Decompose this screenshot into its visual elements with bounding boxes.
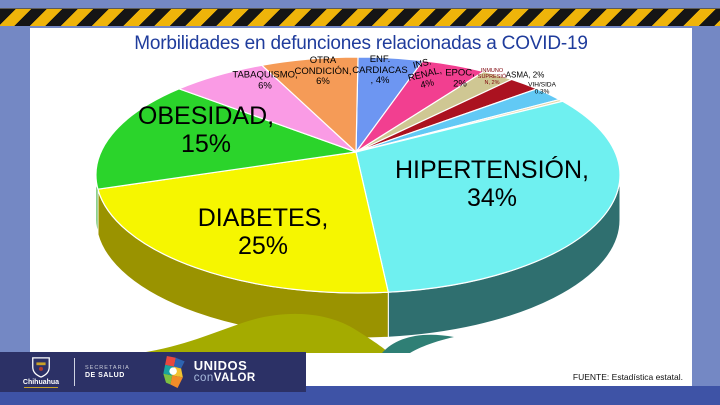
pie-label-hipertension: HIPERTENSIÓN, 34% [394, 156, 590, 212]
valor-label: VALOR [213, 372, 256, 385]
pie-label-asma: ASMA, 2% [505, 70, 545, 80]
source-note: FUENTE: Estadística estatal. [572, 372, 683, 382]
chihuahua-logo: Chihuahua [12, 356, 70, 389]
unidos-label: UNIDOS [193, 358, 248, 374]
pie-label-epoc: EPOC, 2% [445, 67, 475, 89]
footer-divider [74, 358, 75, 386]
pie-label-otra-condicion: OTRA CONDICIÓN, 6% [294, 55, 352, 88]
pie-slice [355, 100, 621, 293]
hazard-stripe [0, 8, 720, 26]
page-title: Morbilidades en defunciones relacionadas… [134, 33, 588, 54]
pie-slice [97, 151, 389, 294]
footer-logo-bar: Chihuahua SECRETARIA DE SALUD UNIDOS con… [0, 352, 306, 392]
secretaria-line1: SECRETARIA [85, 365, 130, 371]
unidos-con-valor-logo: UNIDOS conVALOR [158, 354, 256, 390]
con-label: con [193, 372, 214, 385]
pie-label-diabetes: DIABETES, 25% [197, 204, 329, 260]
pie-label-inmunosupresion: INMUNO SUPRESIÓ N, 2% [477, 67, 507, 87]
pie-label-obesidad: OBESIDAD, 15% [137, 102, 275, 158]
pie-label-enf-cardiacas: ENF. CARDIACAS, 4% [352, 54, 408, 87]
chihuahua-label: Chihuahua [22, 378, 60, 386]
secretaria-line2: DE SALUD [85, 372, 125, 379]
chihuahua-gold-line [24, 386, 58, 389]
pie-slice [95, 88, 357, 190]
chihuahua-map-icon [163, 356, 185, 388]
pie-label-vih-sida: VIH/SIDA 0.3% [528, 81, 556, 96]
secretaria-de-salud: SECRETARIA DE SALUD [85, 365, 130, 379]
chihuahua-shield-icon [32, 356, 50, 378]
pie-slice [261, 56, 359, 153]
pie-label-tabaquismo: TABAQUISMO, 6% [232, 69, 298, 91]
